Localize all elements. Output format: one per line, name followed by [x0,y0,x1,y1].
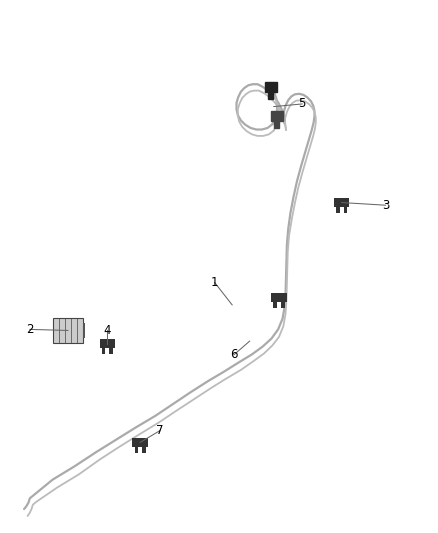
Bar [102,349,105,354]
Bar [134,447,138,453]
Bar [271,111,283,122]
Bar [99,339,115,349]
Text: 4: 4 [103,324,111,337]
Bar [273,302,277,308]
Bar [274,122,279,128]
Bar [265,82,277,92]
Text: 3: 3 [382,199,389,212]
Text: 5: 5 [299,98,306,110]
Bar [110,349,113,354]
Bar [334,198,350,207]
Text: 7: 7 [156,424,164,437]
Bar [268,92,273,99]
Bar [53,318,83,343]
Text: 6: 6 [230,348,238,361]
Text: 1: 1 [211,276,219,289]
Bar [142,447,146,453]
Bar [336,207,339,213]
Bar [271,293,287,302]
Bar [132,438,148,447]
Bar [344,207,347,213]
Text: 2: 2 [26,323,34,336]
Bar [83,323,85,338]
Bar [281,302,285,308]
